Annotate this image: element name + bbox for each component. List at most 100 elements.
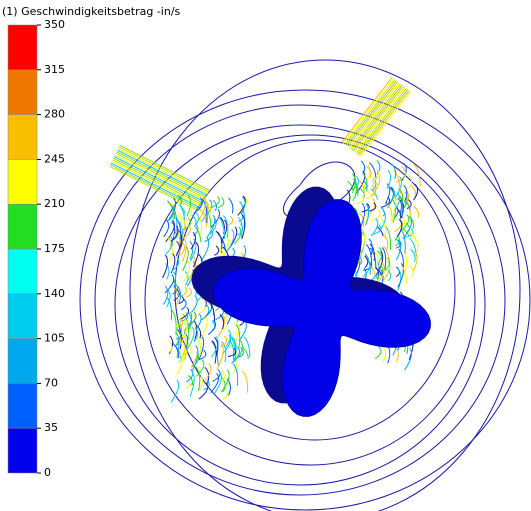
streamline xyxy=(363,208,368,224)
streamline xyxy=(177,194,183,206)
streamline xyxy=(368,202,377,212)
streamline xyxy=(364,253,371,275)
streamline xyxy=(237,339,243,358)
streamline xyxy=(199,349,207,360)
streamline xyxy=(167,237,174,246)
streamline xyxy=(404,201,411,211)
streamline xyxy=(393,170,401,195)
streamline xyxy=(113,156,205,203)
streamline xyxy=(239,201,245,227)
streamline xyxy=(213,245,220,256)
streamline xyxy=(206,214,216,239)
streamline xyxy=(355,87,407,154)
streamline xyxy=(227,215,234,226)
streamline xyxy=(223,234,229,256)
orbit xyxy=(79,89,531,511)
streamline xyxy=(354,86,406,153)
streamline xyxy=(395,238,401,249)
streamline xyxy=(176,317,184,329)
legend-label: 0 xyxy=(44,466,51,479)
streamline xyxy=(220,335,228,348)
streamline xyxy=(191,295,198,313)
streamline xyxy=(394,175,402,199)
streamline xyxy=(216,343,224,370)
streamline xyxy=(170,309,177,335)
streamline xyxy=(373,250,379,268)
streamline xyxy=(185,377,191,390)
streamline xyxy=(210,373,219,394)
streamline xyxy=(207,320,217,336)
legend-label: 140 xyxy=(44,287,65,300)
legend-swatch xyxy=(7,427,38,474)
streamline xyxy=(199,208,208,228)
streamline xyxy=(344,79,396,145)
streamline xyxy=(374,346,382,360)
streamline xyxy=(376,266,385,282)
streamline xyxy=(409,265,414,278)
streamline xyxy=(221,377,226,392)
streamline xyxy=(371,209,381,222)
streamline xyxy=(192,345,199,371)
streamline xyxy=(381,247,387,273)
streamline xyxy=(408,174,413,189)
streamline xyxy=(212,369,221,382)
streamline xyxy=(110,162,202,209)
streamline xyxy=(187,312,192,330)
streamline xyxy=(162,285,169,305)
streamline xyxy=(400,214,410,232)
streamline xyxy=(348,82,400,149)
streamline xyxy=(183,331,189,348)
legend-swatch xyxy=(7,293,38,339)
streamline xyxy=(192,242,200,268)
legend-swatch xyxy=(7,24,38,71)
streamline xyxy=(391,163,397,180)
streamline xyxy=(218,234,226,250)
streamline xyxy=(119,144,211,191)
streamline xyxy=(356,170,366,194)
streamline xyxy=(118,146,210,193)
streamline xyxy=(351,84,403,151)
streamline xyxy=(167,201,176,220)
streamline xyxy=(395,234,401,247)
streamline xyxy=(173,288,180,302)
streamline xyxy=(179,306,190,320)
streamline xyxy=(222,382,231,401)
legend-label: 35 xyxy=(44,421,58,434)
streamline xyxy=(363,180,368,190)
orbit xyxy=(174,139,456,441)
streamline xyxy=(198,301,207,315)
streamline xyxy=(175,229,181,255)
streamline xyxy=(226,229,235,252)
rotor xyxy=(213,199,431,417)
streamline xyxy=(172,342,180,359)
legend-swatch xyxy=(7,203,38,250)
streamline xyxy=(201,198,208,224)
legend-swatch xyxy=(7,69,38,115)
orbit xyxy=(94,104,506,496)
streamline xyxy=(176,285,182,304)
streamline xyxy=(189,240,194,260)
streamline xyxy=(217,215,226,240)
streamline xyxy=(180,298,187,311)
streamline xyxy=(410,185,417,197)
streamline xyxy=(195,376,204,393)
streamline xyxy=(400,228,406,254)
streamline xyxy=(229,335,237,361)
legend-label: 70 xyxy=(44,376,58,389)
streamline xyxy=(231,346,240,364)
streamline xyxy=(211,340,217,364)
streamline xyxy=(220,369,230,393)
streamline xyxy=(176,354,183,376)
streamline xyxy=(204,366,210,384)
streamline xyxy=(195,366,201,391)
streamline xyxy=(187,311,197,327)
streamline xyxy=(400,265,407,284)
streamline xyxy=(352,178,359,197)
streamline xyxy=(345,80,397,146)
streamline xyxy=(219,314,225,330)
streamline xyxy=(164,274,175,294)
streamline xyxy=(165,220,175,243)
streamline xyxy=(347,180,354,191)
streamline xyxy=(241,214,246,240)
